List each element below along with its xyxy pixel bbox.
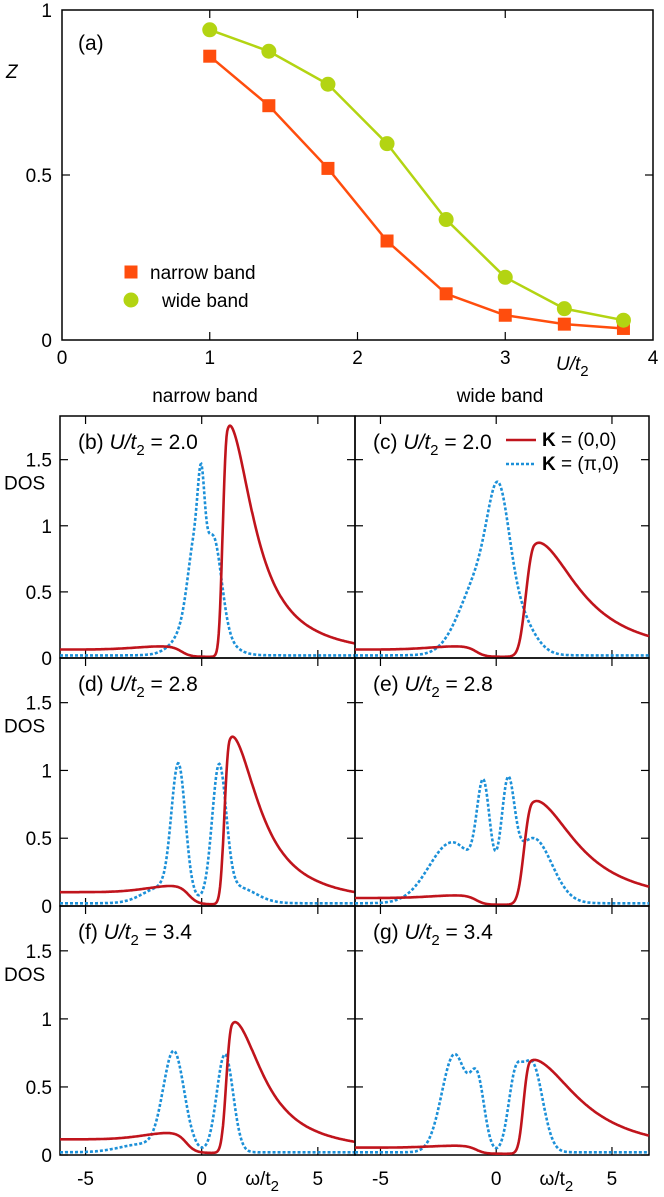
dos-y-tick-label: 1 xyxy=(41,1010,52,1031)
dos-x-tick-label: 0 xyxy=(491,1169,502,1190)
dos-y-tick-label: 0.5 xyxy=(26,829,52,850)
a-x-axis-label: U/t2 xyxy=(556,354,589,380)
dos-panel-label: (e) U/t2 = 2.8 xyxy=(373,673,493,701)
dos-y-axis-label: DOS xyxy=(4,965,45,986)
dos-legend-label: K = (π,0) xyxy=(542,454,619,475)
dos-y-tick-label: 0 xyxy=(41,1146,52,1167)
dos-curve-k-pi0 xyxy=(355,480,649,657)
a-point-square xyxy=(498,308,512,322)
dos-legend-label: K = (0,0) xyxy=(542,430,616,451)
dos-curve-k-pi0 xyxy=(355,774,649,905)
a-point-circle xyxy=(497,269,513,285)
dos-y-axis-label: DOS xyxy=(4,717,45,738)
a-y-tick-label: 0 xyxy=(41,331,52,352)
col-title-wide: wide band xyxy=(456,386,544,407)
a-legend-label: narrow band xyxy=(150,263,256,284)
dos-x-tick-label: 0 xyxy=(196,1169,207,1190)
a-x-tick-label: 4 xyxy=(648,348,659,369)
dos-panel-label: (b) U/t2 = 2.0 xyxy=(78,431,198,459)
dos-x-tick-label: -5 xyxy=(77,1169,94,1190)
col-title-narrow: narrow band xyxy=(152,386,258,407)
a-y-tick-label: 0.5 xyxy=(26,166,52,187)
dos-x-tick-label: 5 xyxy=(607,1169,618,1190)
dos-y-tick-label: 1.5 xyxy=(26,451,52,472)
dos-y-tick-label: 1 xyxy=(41,517,52,538)
dos-curve-k-pi0 xyxy=(60,461,355,657)
a-point-square xyxy=(557,317,571,331)
a-point-square xyxy=(439,287,453,301)
dos-x-axis-label: ω/t2 xyxy=(540,1169,574,1195)
a-y-axis-label: Z xyxy=(5,62,19,83)
dos-panel-label: (g) U/t2 = 3.4 xyxy=(373,921,493,949)
a-point-square xyxy=(262,99,276,113)
a-legend-square xyxy=(124,265,138,279)
dos-curve-k-00 xyxy=(60,735,356,906)
dos-y-axis-label: DOS xyxy=(4,474,45,495)
dos-panel-label: (d) U/t2 = 2.8 xyxy=(78,673,198,701)
dos-curve-k-00 xyxy=(355,799,650,907)
a-x-tick-label: 1 xyxy=(204,348,215,369)
a-x-tick-label: 3 xyxy=(500,348,511,369)
a-point-square xyxy=(321,161,335,175)
dos-x-tick-label: -5 xyxy=(372,1169,389,1190)
dos-panel-g: (g) U/t2 = 3.4 -5 0 5 ω/t2 xyxy=(354,905,650,1195)
a-series-line-1 xyxy=(208,55,624,330)
a-legend-circle xyxy=(123,292,139,308)
dos-curve-k-00 xyxy=(355,541,650,659)
dos-curve-k-00 xyxy=(60,424,356,659)
dos-curve-k-00 xyxy=(60,1020,356,1155)
dos-panel-label: (c) U/t2 = 2.0 xyxy=(373,431,492,459)
a-x-tick-label: 0 xyxy=(57,348,68,369)
a-legend-label: wide band xyxy=(161,291,249,312)
a-point-square xyxy=(380,234,394,248)
panel-a-z-vs-u: 0 1 2 3 4 0 0.5 1 (a) Z U/t2 narrow band wide band xyxy=(5,1,659,380)
a-point-circle xyxy=(320,76,336,92)
a-x-tick-label: 2 xyxy=(352,348,363,369)
dos-panel-label: (f) U/t2 = 3.4 xyxy=(78,921,192,949)
dos-curve-k-pi0 xyxy=(355,1052,649,1154)
dos-panel-c: (c) U/t2 = 2.0 K = (0,0) K = (π,0) xyxy=(354,415,650,659)
a-series-line-2 xyxy=(209,28,624,322)
a-point-circle xyxy=(556,301,572,317)
dos-curve-k-pi0 xyxy=(60,1049,355,1154)
dos-y-tick-label: 0.5 xyxy=(26,583,52,604)
panel-a-frame xyxy=(61,9,654,341)
dos-curve-k-00 xyxy=(355,1058,650,1156)
dos-x-tick-label: 5 xyxy=(313,1169,324,1190)
dos-panel-e: (e) U/t2 = 2.8 xyxy=(354,657,650,907)
dos-curve-k-pi0 xyxy=(60,761,355,905)
dos-y-tick-label: 1.5 xyxy=(26,694,52,715)
panel-a-label: (a) xyxy=(78,32,104,55)
dos-y-tick-label: 1 xyxy=(41,761,52,782)
dos-y-tick-label: 0 xyxy=(41,897,52,918)
a-point-circle xyxy=(379,136,395,152)
dos-y-tick-label: 0 xyxy=(41,649,52,670)
a-point-square xyxy=(203,49,217,63)
a-point-circle xyxy=(615,312,631,328)
dos-y-tick-label: 1.5 xyxy=(26,942,52,963)
a-point-circle xyxy=(202,22,218,38)
a-point-circle xyxy=(261,43,277,59)
a-point-circle xyxy=(438,212,454,228)
dos-x-axis-label: ω/t2 xyxy=(245,1169,279,1195)
dos-y-tick-label: 0.5 xyxy=(26,1078,52,1099)
a-y-tick-label: 1 xyxy=(41,1,52,22)
